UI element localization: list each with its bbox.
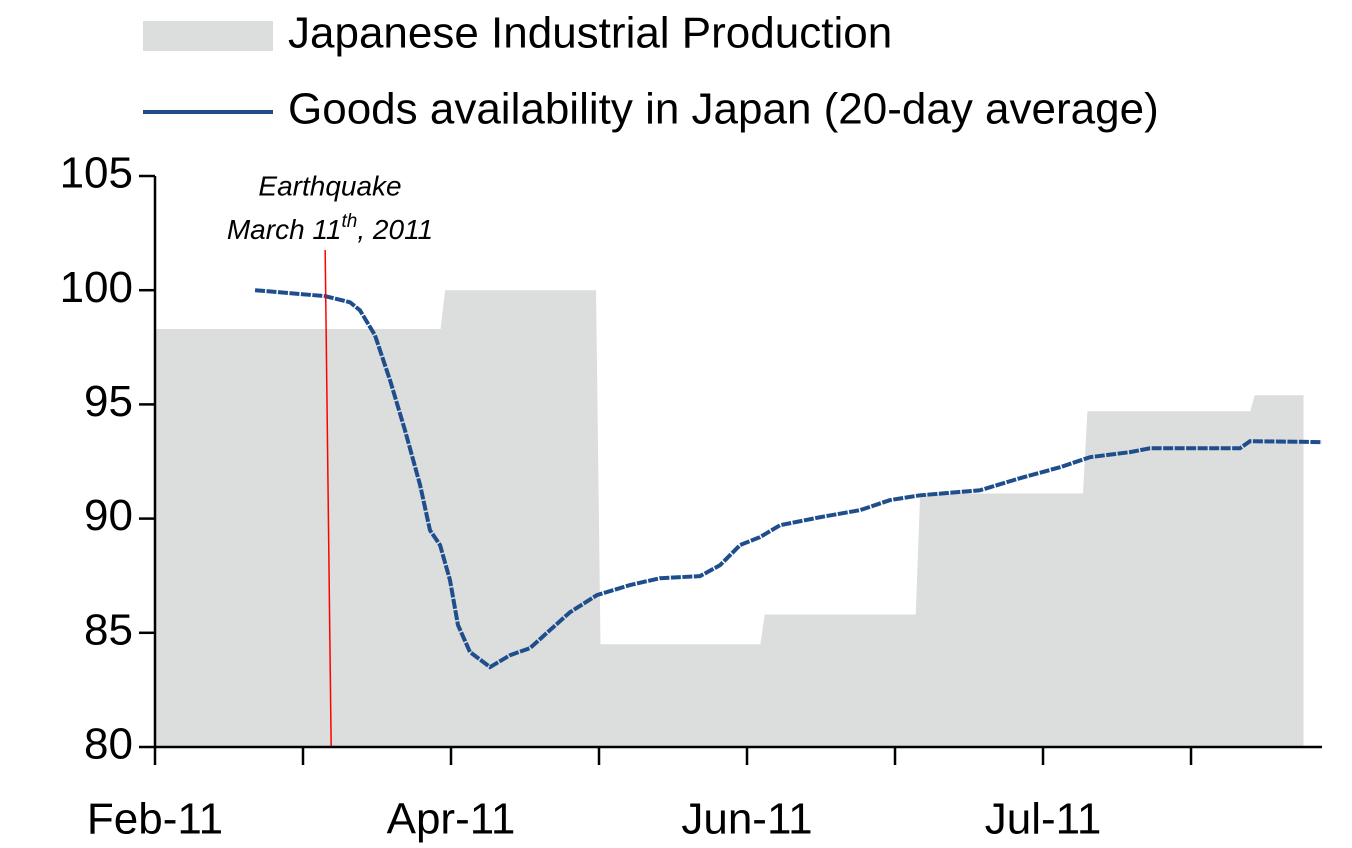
legend-label: Goods availability in Japan (20-day aver… [288, 85, 1159, 134]
annotation-title: Earthquake [258, 170, 401, 201]
y-tick-label: 95 [84, 377, 133, 426]
x-tick-label: Apr-11 [387, 795, 516, 844]
y-tick-label: 80 [84, 720, 133, 769]
annotation-date: March 11th, 2011 [227, 211, 433, 245]
x-tick-label: Jun-11 [681, 795, 812, 844]
x-tick-label: Jul-11 [985, 795, 1102, 844]
line [254, 288, 1323, 670]
y-tick-label: 100 [60, 263, 133, 312]
y-tick-label: 105 [60, 149, 133, 198]
plot-layer: 80 85 90 95 100 105 Feb-11 Apr-11 Jun-11 Jul-11 Ja… [60, 9, 1323, 844]
annotation-year: , 2011 [357, 214, 433, 245]
legend-label: Japanese Industrial Production [288, 9, 892, 58]
annotation-line [324, 249, 332, 748]
x-tick-label: Feb-11 [87, 795, 223, 844]
y-tick-label: 85 [84, 605, 133, 654]
annotation-day: March 11 [227, 214, 342, 245]
y-tick-label: 90 [84, 491, 133, 540]
legend-swatch [143, 21, 273, 51]
area [155, 290, 1304, 747]
annotation-suffix: th [342, 211, 358, 232]
